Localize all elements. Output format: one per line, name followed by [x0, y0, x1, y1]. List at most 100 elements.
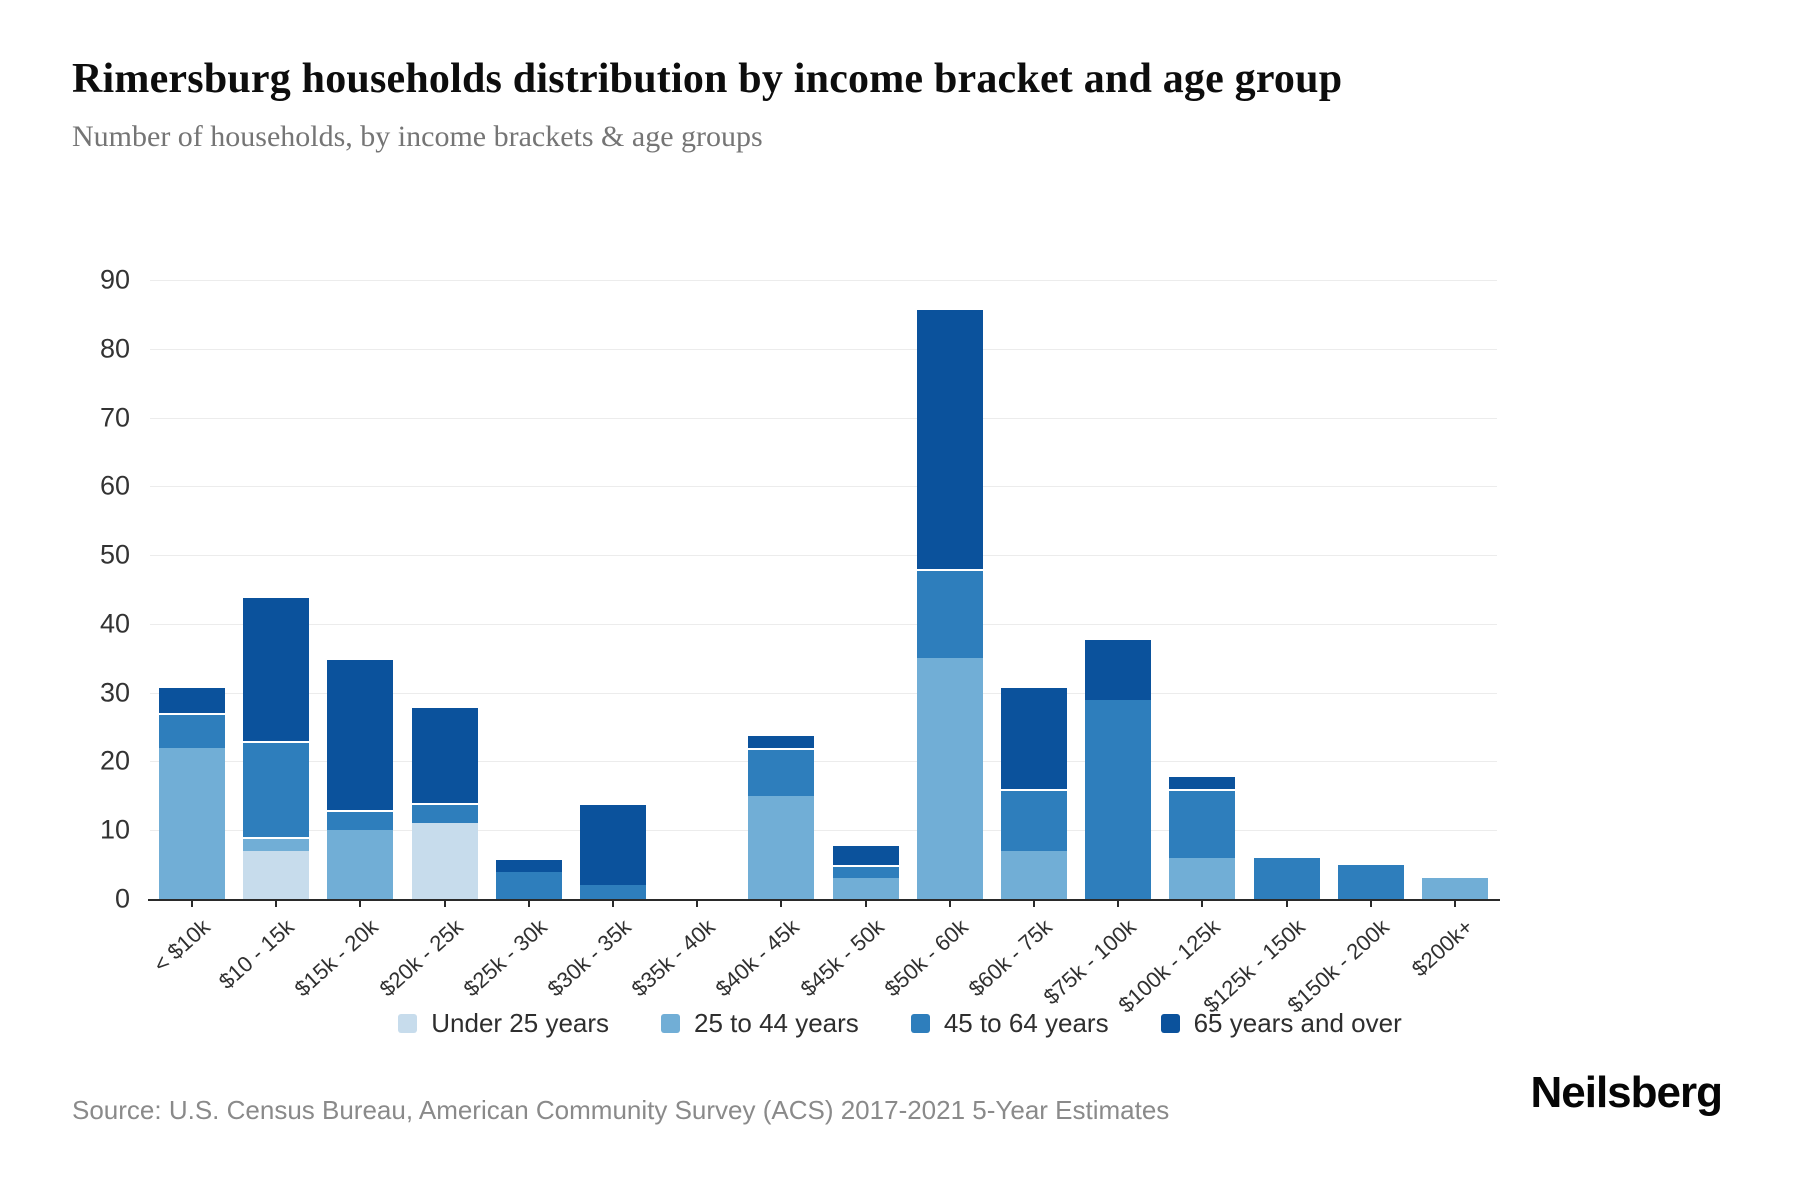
gridline-y10: [150, 830, 1497, 832]
bar-$200k+: [1421, 878, 1488, 899]
bar-segment-under-25-years: [411, 823, 478, 899]
bar-segment-45-to-64-years: [916, 568, 983, 659]
bar-$50k - 60k: [916, 307, 983, 899]
bar-$10 - 15k: [243, 596, 310, 899]
bar-segment-25-to-44-years: [1421, 878, 1488, 899]
bar-segment-65-years-and-over: [411, 706, 478, 803]
y-axis-tick-label: 10: [99, 814, 130, 845]
page-title: Rimersburg households distribution by in…: [72, 56, 1343, 102]
legend-item-45-to-64-years[interactable]: 45 to 64 years: [910, 1008, 1109, 1039]
bar-$15k - 20k: [327, 658, 394, 899]
y-axis-tick-label: 50: [99, 539, 130, 570]
y-axis-tick-label: 30: [99, 677, 130, 708]
legend-swatch-icon: [1160, 1014, 1180, 1033]
y-axis-tick-label: 60: [99, 470, 130, 501]
bar-segment-65-years-and-over: [1169, 775, 1236, 789]
gridline-y50: [150, 555, 1497, 557]
gridline-y90: [150, 280, 1497, 281]
bar-segment-45-to-64-years: [495, 871, 562, 899]
x-axis-tick: [191, 899, 194, 907]
bar-< $10k: [159, 685, 226, 899]
bar-segment-45-to-64-years: [327, 809, 394, 831]
legend-item-65-years-and-over[interactable]: 65 years and over: [1160, 1008, 1402, 1039]
bar-segment-45-to-64-years: [1000, 788, 1067, 851]
bar-segment-25-to-44-years: [1000, 850, 1067, 899]
x-axis-tick: [864, 899, 867, 907]
bar-segment-under-25-years: [243, 850, 310, 899]
legend-label: Under 25 years: [431, 1008, 610, 1038]
bar-segment-45-to-64-years: [748, 747, 815, 796]
bar-$20k - 25k: [411, 706, 478, 899]
bar-segment-65-years-and-over: [832, 844, 899, 865]
bar-segment-65-years-and-over: [327, 658, 394, 810]
bar-segment-45-to-64-years: [832, 864, 899, 879]
legend-swatch-icon: [661, 1014, 681, 1033]
bar-$125k - 150k: [1253, 857, 1320, 899]
bar-segment-45-to-64-years: [411, 802, 478, 824]
x-axis-tick: [1369, 899, 1372, 907]
bar-segment-65-years-and-over: [243, 596, 310, 741]
chart-plot-area: 0 10 20 30 40 50 60 70 80 90 < $10k $10 - 15k $15k -…: [100, 265, 1500, 1018]
bar-segment-65-years-and-over: [580, 802, 647, 886]
bar-segment-25-to-44-years: [327, 830, 394, 899]
y-axis-tick-label: 80: [99, 333, 130, 364]
bar-segment-45-to-64-years: [580, 885, 647, 899]
bar-segment-25-to-44-years: [243, 837, 310, 851]
x-axis-tick: [1201, 899, 1204, 907]
x-axis-tick: [1117, 899, 1120, 907]
gridline-y60: [150, 486, 1497, 488]
bar-segment-45-to-64-years: [1253, 857, 1320, 899]
chart-legend: Under 25 years 25 to 44 years 45 to 64 yea…: [0, 1008, 1800, 1039]
neilsberg-logo[interactable]: Neilsberg: [1530, 1068, 1723, 1117]
legend-label: 25 to 44 years: [694, 1008, 859, 1038]
legend-item-25-to-44-years[interactable]: 25 to 44 years: [661, 1008, 859, 1039]
bar-segment-25-to-44-years: [1169, 857, 1236, 899]
gridline-y20: [150, 761, 1497, 763]
x-axis-tick: [527, 899, 530, 907]
x-axis-tick: [443, 899, 446, 907]
bar-segment-25-to-44-years: [159, 747, 226, 899]
y-axis-tick-label: 40: [99, 608, 130, 639]
bar-$40k - 45k: [748, 733, 815, 899]
bar-segment-65-years-and-over: [916, 307, 983, 569]
bar-segment-65-years-and-over: [748, 733, 815, 748]
bar-$60k - 75k: [1000, 685, 1067, 899]
x-axis-tick: [1032, 899, 1035, 907]
bar-segment-25-to-44-years: [916, 658, 983, 899]
bar-segment-25-to-44-years: [748, 795, 815, 899]
gridline-y80: [150, 348, 1497, 350]
legend-label: 65 years and over: [1193, 1008, 1402, 1038]
x-axis-tick: [1285, 899, 1288, 907]
x-axis-tick: [948, 899, 951, 907]
source-attribution: Source: U.S. Census Bureau, American Com…: [72, 1095, 1170, 1125]
y-axis-tick-label: 90: [99, 264, 130, 295]
bar-$30k - 35k: [580, 802, 647, 899]
bar-$25k - 30k: [495, 857, 562, 899]
bar-segment-45-to-64-years: [1169, 788, 1236, 858]
y-axis-tick-label: 20: [99, 745, 130, 776]
legend-swatch-icon: [398, 1014, 418, 1033]
page-subtitle: Number of households, by income brackets…: [72, 120, 763, 153]
x-axis-tick: [275, 899, 278, 907]
y-axis-tick-label: 70: [99, 402, 130, 433]
bar-$100k - 125k: [1169, 775, 1236, 899]
legend-label: 45 to 64 years: [943, 1008, 1109, 1038]
legend-item-under-25-years[interactable]: Under 25 years: [398, 1008, 609, 1039]
bar-segment-45-to-64-years: [243, 740, 310, 838]
y-axis-tick-label: 0: [114, 883, 130, 914]
bar-segment-65-years-and-over: [1085, 637, 1152, 700]
x-axis-tick: [696, 899, 699, 907]
gridline-y70: [150, 417, 1497, 419]
bar-segment-45-to-64-years: [159, 713, 226, 748]
bar-segment-45-to-64-years: [1085, 699, 1152, 899]
x-axis-tick: [1453, 899, 1456, 907]
gridline-y40: [150, 623, 1497, 625]
bar-$75k - 100k: [1085, 637, 1152, 899]
x-axis-line: [148, 899, 1500, 901]
bar-segment-25-to-44-years: [832, 878, 899, 899]
x-axis-tick: [612, 899, 615, 907]
x-axis-tick: [780, 899, 783, 907]
bar-$45k - 50k: [832, 844, 899, 899]
bar-segment-65-years-and-over: [159, 685, 226, 714]
bar-segment-65-years-and-over: [1000, 685, 1067, 789]
